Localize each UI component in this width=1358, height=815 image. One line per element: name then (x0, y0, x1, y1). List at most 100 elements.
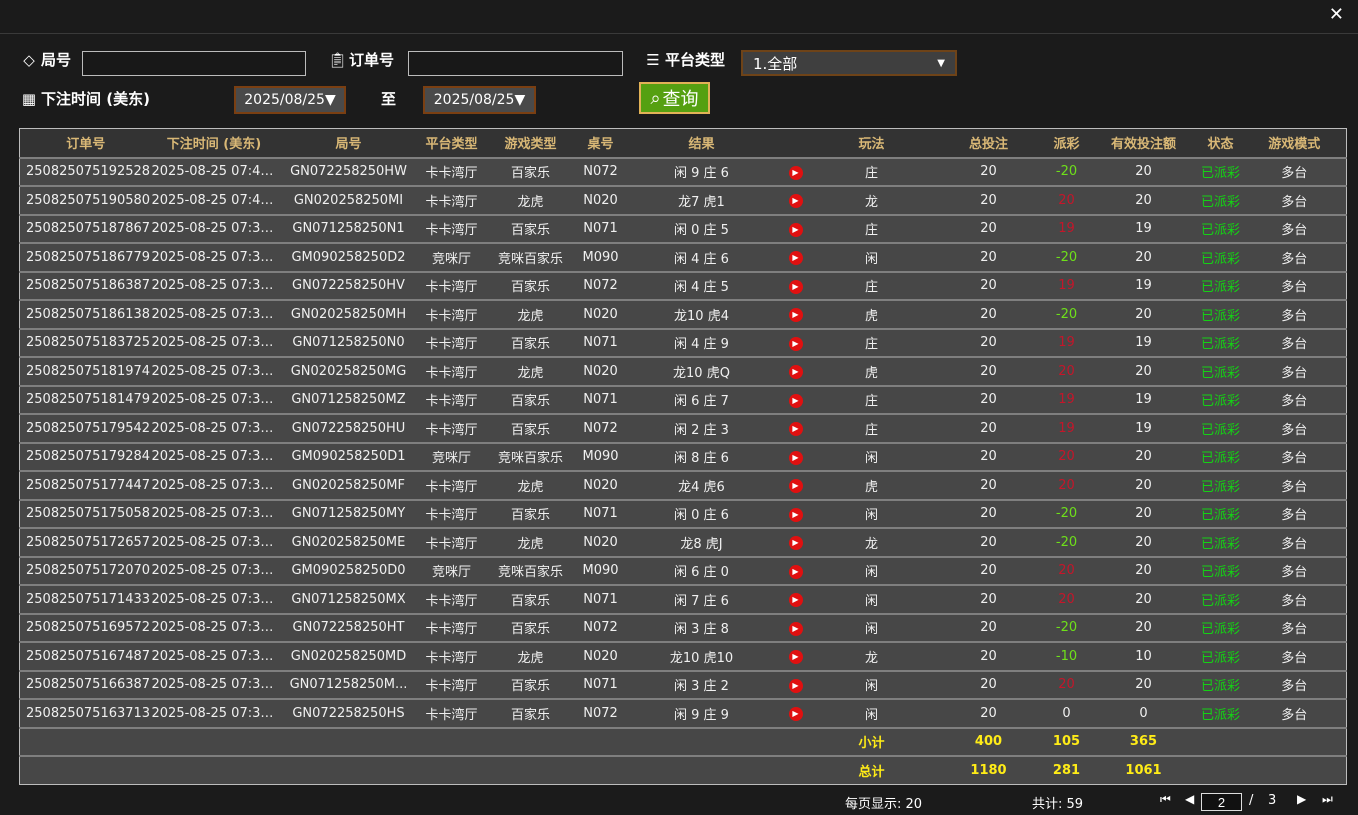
play-video-icon[interactable]: ▶ (788, 621, 803, 636)
table-row[interactable]: 250825075181974 2025-08-25 07:39:14 GN0202… (19, 356, 1347, 386)
search-icon: ⌕ (650, 87, 661, 109)
table-row[interactable]: 250825075177447 2025-08-25 07:38:46 GN0202… (19, 470, 1347, 500)
table-row[interactable]: 250825075186138 2025-08-25 07:39:41 GN0202… (19, 299, 1347, 329)
title-bar-divider (0, 33, 1358, 34)
play-video-icon[interactable]: ▶ (788, 365, 803, 380)
game-type-cell: 百家乐 (482, 213, 579, 243)
round-id-cell: GN020258250MI (276, 185, 421, 215)
table-row[interactable]: 250825075171433 2025-08-25 07:38:12 GN0712… (19, 584, 1347, 614)
play-video-icon[interactable]: ▶ (788, 536, 803, 551)
table-row[interactable]: 250825075179542 2025-08-25 07:39:02 GN0722… (19, 413, 1347, 443)
table-row[interactable]: 250825075167487 2025-08-25 07:37:49 GN0202… (19, 641, 1347, 671)
total-bet-cell: 20 (932, 327, 1045, 357)
total-bet-cell: 20 (932, 641, 1045, 671)
play-cell: ▶ (780, 242, 811, 272)
play-video-icon[interactable]: ▶ (788, 450, 803, 465)
table-row[interactable]: 250825075190580 2025-08-25 07:40:10 GN0202… (19, 185, 1347, 215)
total-cell (482, 755, 579, 785)
table-row[interactable]: 250825075187867 2025-08-25 07:39:53 GN0712… (19, 213, 1347, 243)
result-cell: 闲 4 庄 5 (622, 270, 781, 300)
table-row[interactable]: 250825075192528 2025-08-25 07:40:23 GN0722… (19, 156, 1347, 186)
result-cell: 闲 4 庄 6 (622, 242, 781, 272)
table-row[interactable]: 250825075181479 2025-08-25 07:39:11 GN0712… (19, 384, 1347, 414)
table-row[interactable]: 250825075183725 2025-08-25 07:39:31 GN0712… (19, 327, 1347, 357)
play-video-icon[interactable]: ▶ (788, 650, 803, 665)
play-video-icon[interactable]: ▶ (788, 194, 803, 209)
order-id-cell: 250825075175058 (19, 498, 152, 528)
next-page-icon[interactable]: ▶ (1297, 792, 1307, 806)
valid-bet-cell: 19 (1088, 384, 1199, 414)
status-cell: 已派彩 (1198, 470, 1243, 500)
game-type-cell: 百家乐 (482, 669, 579, 699)
play-video-icon[interactable]: ▶ (788, 279, 803, 294)
order-id-cell: 250825075186138 (19, 299, 152, 329)
total-bet-cell: 20 (932, 156, 1045, 186)
play-cell: ▶ (780, 498, 811, 528)
page-input[interactable] (1201, 793, 1242, 811)
date-from-picker[interactable]: 2025/08/25▼ (234, 86, 346, 114)
play-video-icon[interactable]: ▶ (788, 479, 803, 494)
play-video-icon[interactable]: ▶ (788, 222, 803, 237)
platform-cell: 卡卡湾厅 (420, 270, 483, 300)
order-input[interactable] (408, 51, 623, 76)
table-row[interactable]: 250825075186779 2025-08-25 07:39:46 GM0902… (19, 242, 1347, 272)
valid-bet-cell: 20 (1088, 441, 1199, 471)
payout-cell: -20 (1044, 612, 1089, 642)
first-page-icon[interactable]: ⏮ (1160, 792, 1171, 806)
table-row[interactable]: 250825075169572 2025-08-25 07:38:00 GN0722… (19, 612, 1347, 642)
play-video-icon[interactable]: ▶ (788, 678, 803, 693)
play-video-icon[interactable]: ▶ (788, 593, 803, 608)
prev-page-icon[interactable]: ◀ (1185, 792, 1195, 806)
clipboard-icon: 📋︎ (328, 50, 348, 69)
play-cell: ▶ (780, 384, 811, 414)
table-row[interactable]: 250825075186387 2025-08-25 07:39:43 GN0722… (19, 270, 1347, 300)
play-video-icon[interactable]: ▶ (788, 564, 803, 579)
subtotal-cell (780, 726, 811, 756)
platform-cell: 卡卡湾厅 (420, 470, 483, 500)
table-no-cell: N071 (578, 384, 623, 414)
payout-cell: 19 (1044, 413, 1089, 443)
bet-type-cell: 庄 (810, 413, 933, 443)
round-id-cell: GN072258250HU (276, 413, 421, 443)
close-icon[interactable]: ✕ (1328, 4, 1344, 25)
bet-type-cell: 闲 (810, 612, 933, 642)
play-video-icon[interactable]: ▶ (788, 336, 803, 351)
play-video-icon[interactable]: ▶ (788, 251, 803, 266)
table-row[interactable]: 250825075175058 2025-08-25 07:38:34 GN0712… (19, 498, 1347, 528)
order-id-cell: 250825075181974 (19, 356, 152, 386)
result-cell: 闲 2 庄 3 (622, 413, 781, 443)
play-video-icon[interactable]: ▶ (788, 393, 803, 408)
payout-cell: -20 (1044, 498, 1089, 528)
game-mode-cell: 多台 (1242, 612, 1347, 642)
query-button[interactable]: ⌕ 查询 (639, 82, 710, 114)
table-row[interactable]: 250825075166387 2025-08-25 07:37:44 GN0712… (19, 669, 1347, 699)
last-page-icon[interactable]: ⏭ (1322, 792, 1333, 806)
payout-cell: 19 (1044, 327, 1089, 357)
result-cell: 闲 6 庄 7 (622, 384, 781, 414)
table-row[interactable]: 250825075172657 2025-08-25 07:38:17 GN0202… (19, 527, 1347, 557)
table-row[interactable]: 250825075163713 2025-08-25 07:37:26 GN0722… (19, 698, 1347, 728)
play-cell: ▶ (780, 612, 811, 642)
platform-select[interactable]: 1.全部 ▼ (741, 50, 957, 76)
payout-cell: -20 (1044, 156, 1089, 186)
play-video-icon[interactable]: ▶ (788, 707, 803, 722)
column-header: 平台类型 (420, 128, 483, 158)
order-id-cell: 250825075186779 (19, 242, 152, 272)
play-video-icon[interactable]: ▶ (788, 422, 803, 437)
total-row: 总计 1180 281 1061 (19, 755, 1347, 785)
valid-bet-cell: 19 (1088, 270, 1199, 300)
total-valid-bet: 1061 (1088, 755, 1199, 785)
table-no-cell: N071 (578, 327, 623, 357)
date-to-picker[interactable]: 2025/08/25▼ (423, 86, 536, 114)
round-input[interactable] (82, 51, 306, 76)
payout-cell: 20 (1044, 669, 1089, 699)
table-row[interactable]: 250825075172070 2025-08-25 07:38:15 GM0902… (19, 555, 1347, 585)
table-no-cell: N071 (578, 669, 623, 699)
play-video-icon[interactable]: ▶ (788, 308, 803, 323)
column-header: 下注时间 (美东) (151, 128, 277, 158)
status-cell: 已派彩 (1198, 242, 1243, 272)
play-video-icon[interactable]: ▶ (788, 507, 803, 522)
table-row[interactable]: 250825075179284 2025-08-25 07:39:00 GM0902… (19, 441, 1347, 471)
play-video-icon[interactable]: ▶ (788, 165, 803, 180)
order-id-cell: 250825075166387 (19, 669, 152, 699)
